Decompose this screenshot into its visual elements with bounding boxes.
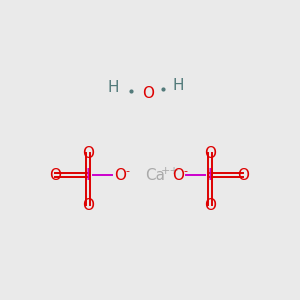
Text: O: O xyxy=(172,167,184,182)
Text: O: O xyxy=(114,167,126,182)
Text: O: O xyxy=(204,197,216,212)
Text: -: - xyxy=(125,166,129,176)
Text: O: O xyxy=(204,146,216,160)
Text: O: O xyxy=(82,146,94,160)
Text: I: I xyxy=(208,167,212,182)
Text: H: H xyxy=(172,77,184,92)
Text: H: H xyxy=(107,80,119,95)
Text: O: O xyxy=(82,197,94,212)
Text: I: I xyxy=(86,167,90,182)
Text: O: O xyxy=(49,167,61,182)
Text: O: O xyxy=(142,85,154,100)
Text: O: O xyxy=(237,167,249,182)
Text: Ca: Ca xyxy=(145,167,165,182)
Text: ++: ++ xyxy=(160,166,179,176)
Text: -: - xyxy=(183,166,187,176)
